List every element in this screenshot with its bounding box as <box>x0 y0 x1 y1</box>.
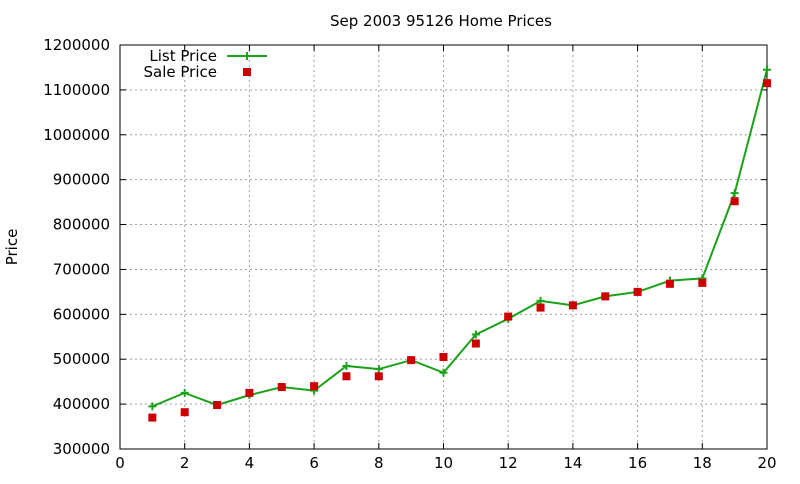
x-tick-label: 18 <box>693 454 712 472</box>
legend-label-list-price: List Price <box>149 47 217 65</box>
y-tick-label: 400000 <box>53 395 110 413</box>
x-tick-label: 4 <box>245 454 255 472</box>
square-marker <box>213 401 222 410</box>
square-marker <box>568 301 577 310</box>
y-tick-label: 800000 <box>53 216 110 234</box>
x-tick-label: 12 <box>499 454 518 472</box>
y-tick-label: 700000 <box>53 260 110 278</box>
plus-marker <box>342 361 351 370</box>
square-marker <box>310 382 319 391</box>
y-tick-label: 500000 <box>53 350 110 368</box>
legend-plus-swatch <box>243 52 251 60</box>
series <box>148 65 771 422</box>
axis-ticks: 0 2 4 6 8 10 12 14 16 18 20 300000 400000 500000 60000… <box>43 36 776 472</box>
chart-title: Sep 2003 95126 Home Prices <box>330 12 552 30</box>
legend-label-sale-price: Sale Price <box>144 63 217 81</box>
series-line <box>151 69 768 408</box>
square-marker <box>665 279 674 288</box>
x-tick-label: 14 <box>563 454 582 472</box>
plus-marker <box>180 388 189 397</box>
y-tick-label: 300000 <box>53 440 110 458</box>
square-marker <box>698 278 707 287</box>
square-marker <box>439 352 448 361</box>
square-marker <box>277 383 286 392</box>
legend-square-swatch <box>243 68 251 76</box>
y-tick-label: 1100000 <box>43 81 110 99</box>
x-tick-label: 6 <box>309 454 319 472</box>
x-tick-label: 2 <box>180 454 190 472</box>
square-marker <box>148 413 157 422</box>
square-marker <box>730 197 739 206</box>
square-marker <box>180 408 189 417</box>
plus-marker <box>536 296 545 305</box>
square-marker <box>374 372 383 381</box>
plus-marker <box>730 189 739 198</box>
y-tick-label: 600000 <box>53 305 110 323</box>
y-tick-label: 1000000 <box>43 126 110 144</box>
square-marker <box>763 79 771 88</box>
plus-marker <box>374 365 383 374</box>
x-tick-label: 16 <box>628 454 647 472</box>
square-marker <box>633 287 642 296</box>
x-tick-label: 8 <box>374 454 384 472</box>
square-marker <box>471 339 480 348</box>
y-axis-label: Price <box>3 229 21 266</box>
x-tick-label: 0 <box>115 454 125 472</box>
grid <box>120 45 767 449</box>
square-marker <box>342 372 351 381</box>
square-marker <box>601 292 610 301</box>
plus-marker <box>471 330 480 339</box>
x-tick-label: 20 <box>757 454 776 472</box>
plus-marker <box>439 368 448 377</box>
square-marker <box>536 303 545 312</box>
x-tick-label: 10 <box>434 454 453 472</box>
y-tick-label: 1200000 <box>43 36 110 54</box>
plus-marker <box>148 402 157 411</box>
plus-marker <box>763 65 771 74</box>
series-sale-price <box>148 79 771 422</box>
square-marker <box>245 388 254 397</box>
legend: List Price Sale Price <box>144 47 267 81</box>
y-tick-label: 900000 <box>53 171 110 189</box>
square-marker <box>407 356 416 365</box>
square-marker <box>504 312 513 321</box>
series-list-price <box>148 65 771 411</box>
